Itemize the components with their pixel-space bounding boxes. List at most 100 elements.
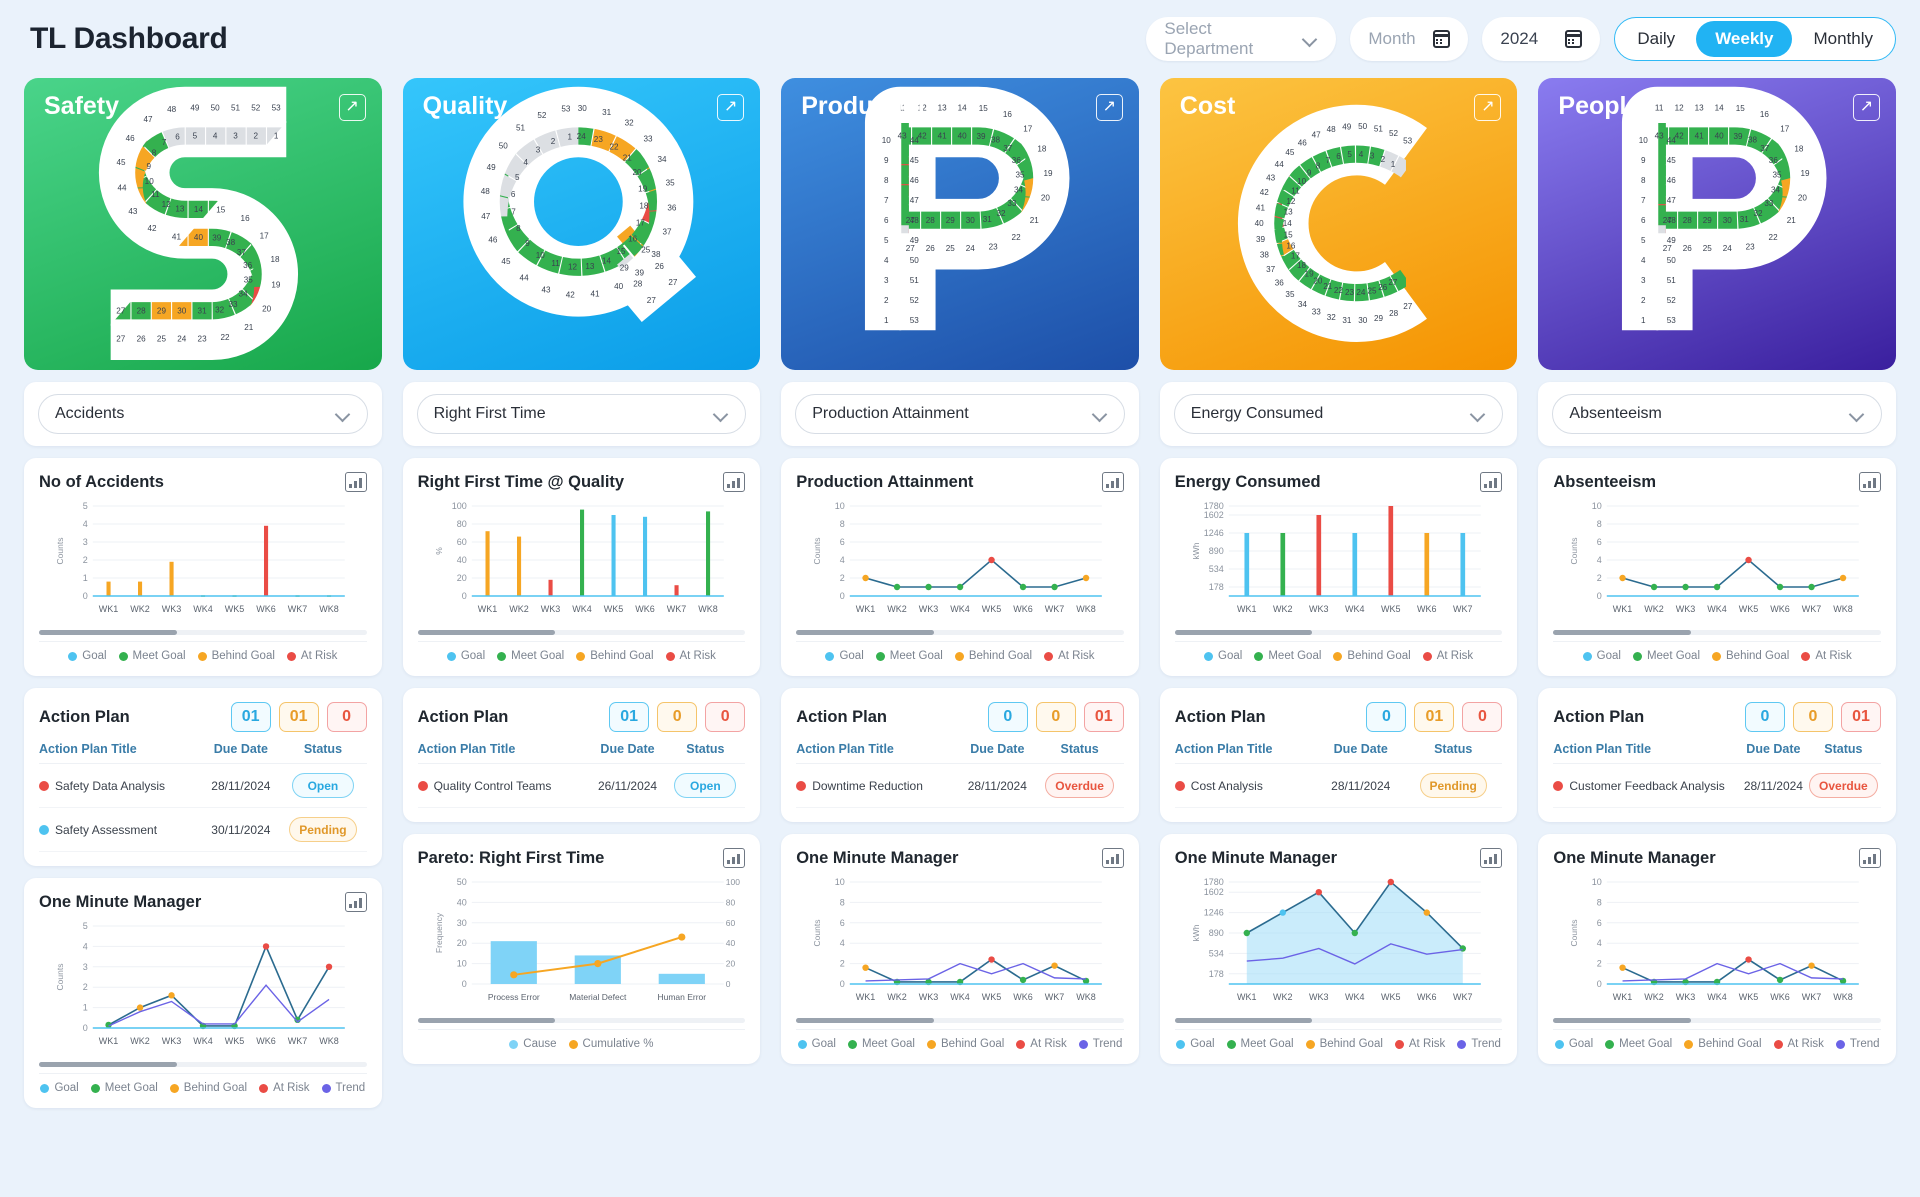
expand-icon[interactable]: [1474, 94, 1502, 121]
action-plan-count-amber[interactable]: 01: [278, 702, 319, 732]
action-plan-count-blue[interactable]: 0: [1745, 702, 1785, 732]
legend-item[interactable]: Meet Goal: [497, 650, 564, 662]
legend-item[interactable]: Behind Goal: [169, 1082, 247, 1094]
period-daily[interactable]: Daily: [1637, 29, 1676, 48]
status-badge[interactable]: Pending: [1419, 773, 1487, 798]
chart-type-icon[interactable]: [1101, 848, 1124, 868]
chart-type-icon[interactable]: [1859, 848, 1881, 868]
chart-scrollbar[interactable]: [1553, 1018, 1881, 1023]
table-row[interactable]: Quality Control Teams 26/11/2024 Open: [417, 763, 746, 808]
chart-scrollbar[interactable]: [1174, 1018, 1503, 1023]
legend-item[interactable]: Trend: [1835, 1038, 1880, 1050]
legend-item[interactable]: Goal: [1176, 1038, 1215, 1050]
table-row[interactable]: Downtime Reduction 28/11/2024 Overdue: [796, 763, 1124, 808]
chart-scrollbar[interactable]: [39, 630, 367, 635]
chart-type-icon[interactable]: [1101, 472, 1124, 492]
status-badge[interactable]: Open: [674, 773, 737, 798]
period-monthly[interactable]: Monthly: [1813, 29, 1873, 48]
chart-scrollbar[interactable]: [39, 1062, 367, 1067]
metric-select-production[interactable]: Production Attainment: [795, 394, 1125, 434]
scrollbar-thumb[interactable]: [1553, 1018, 1691, 1023]
legend-item[interactable]: Goal: [40, 1082, 79, 1094]
legend-item[interactable]: Meet Goal: [875, 650, 943, 662]
legend-item[interactable]: Meet Goal: [1605, 1038, 1672, 1050]
status-badge[interactable]: Pending: [289, 817, 357, 842]
period-weekly[interactable]: Weekly: [1696, 21, 1793, 57]
metric-select-cost[interactable]: Energy Consumed: [1173, 394, 1504, 434]
legend-item[interactable]: Behind Goal: [576, 650, 654, 662]
legend-item[interactable]: Goal: [1582, 650, 1621, 662]
legend-item[interactable]: Trend: [1457, 1038, 1501, 1050]
legend-item[interactable]: Behind Goal: [954, 650, 1032, 662]
chart-scrollbar[interactable]: [417, 1018, 746, 1023]
expand-icon[interactable]: [717, 94, 745, 121]
chart-type-icon[interactable]: [723, 472, 746, 492]
metric-select-quality[interactable]: Right First Time: [416, 394, 747, 434]
legend-item[interactable]: At Risk: [286, 650, 337, 662]
action-plan-count-blue[interactable]: 01: [609, 702, 650, 732]
legend-item[interactable]: Trend: [321, 1082, 365, 1094]
table-row[interactable]: Safety Data Analysis 28/11/2024 Open: [39, 763, 367, 808]
chart-type-icon[interactable]: [1859, 472, 1881, 492]
chart-type-icon[interactable]: [1480, 848, 1503, 868]
chart-type-icon[interactable]: [344, 472, 367, 492]
legend-item[interactable]: At Risk: [1394, 1038, 1445, 1050]
month-picker[interactable]: Month: [1350, 17, 1469, 61]
year-picker[interactable]: 2024: [1482, 17, 1601, 61]
legend-item[interactable]: Goal: [825, 650, 864, 662]
scrollbar-thumb[interactable]: [39, 630, 177, 635]
legend-item[interactable]: Goal: [797, 1038, 836, 1050]
scrollbar-thumb[interactable]: [1174, 1018, 1313, 1023]
legend-item[interactable]: Meet Goal: [1254, 650, 1321, 662]
action-plan-count-amber[interactable]: 0: [1793, 702, 1833, 732]
action-plan-count-red[interactable]: 0: [326, 702, 367, 732]
status-badge[interactable]: Overdue: [1045, 773, 1114, 798]
action-plan-count-red[interactable]: 01: [1841, 702, 1881, 732]
expand-icon[interactable]: [1095, 94, 1123, 121]
chart-scrollbar[interactable]: [1553, 630, 1881, 635]
action-plan-count-blue[interactable]: 0: [1366, 702, 1407, 732]
action-plan-count-red[interactable]: 0: [705, 702, 746, 732]
legend-item[interactable]: Trend: [1078, 1038, 1122, 1050]
chart-type-icon[interactable]: [1480, 472, 1503, 492]
chart-scrollbar[interactable]: [796, 1018, 1124, 1023]
expand-icon[interactable]: [1853, 94, 1880, 121]
legend-item[interactable]: Goal: [1554, 1038, 1593, 1050]
legend-item[interactable]: Goal: [446, 650, 485, 662]
scrollbar-thumb[interactable]: [1553, 630, 1691, 635]
legend-item[interactable]: Goal: [68, 650, 107, 662]
legend-item[interactable]: Behind Goal: [1684, 1038, 1762, 1050]
legend-item[interactable]: Meet Goal: [118, 650, 186, 662]
table-row[interactable]: Customer Feedback Analysis 28/11/2024 Over…: [1553, 763, 1881, 808]
status-badge[interactable]: Open: [291, 773, 354, 798]
chart-scrollbar[interactable]: [417, 630, 746, 635]
action-plan-count-red[interactable]: 0: [1462, 702, 1503, 732]
legend-item[interactable]: Behind Goal: [927, 1038, 1004, 1050]
legend-item[interactable]: At Risk: [1044, 650, 1095, 662]
table-row[interactable]: Cost Analysis 28/11/2024 Pending: [1174, 763, 1503, 808]
metric-select-safety[interactable]: Accidents: [38, 394, 368, 434]
chart-type-icon[interactable]: [723, 848, 746, 868]
scrollbar-thumb[interactable]: [1174, 630, 1313, 635]
scrollbar-thumb[interactable]: [417, 630, 556, 635]
scrollbar-thumb[interactable]: [39, 1062, 177, 1067]
legend-item[interactable]: At Risk: [1016, 1038, 1067, 1050]
legend-item[interactable]: At Risk: [1422, 650, 1473, 662]
action-plan-count-amber[interactable]: 01: [1414, 702, 1455, 732]
chart-type-icon[interactable]: [344, 892, 367, 912]
action-plan-count-blue[interactable]: 0: [987, 702, 1028, 732]
expand-icon[interactable]: [338, 94, 366, 121]
legend-item[interactable]: Behind Goal: [197, 650, 275, 662]
department-select[interactable]: Select Department: [1146, 17, 1337, 61]
legend-item[interactable]: Behind Goal: [1333, 650, 1411, 662]
legend-item[interactable]: At Risk: [665, 650, 716, 662]
action-plan-count-blue[interactable]: 01: [230, 702, 271, 732]
legend-item[interactable]: At Risk: [1801, 650, 1852, 662]
metric-select-people[interactable]: Absenteeism: [1552, 394, 1882, 434]
legend-item[interactable]: Meet Goal: [1226, 1038, 1294, 1050]
action-plan-count-amber[interactable]: 0: [657, 702, 698, 732]
scrollbar-thumb[interactable]: [796, 1018, 934, 1023]
status-badge[interactable]: Overdue: [1809, 773, 1878, 798]
chart-scrollbar[interactable]: [1174, 630, 1503, 635]
chart-scrollbar[interactable]: [796, 630, 1124, 635]
